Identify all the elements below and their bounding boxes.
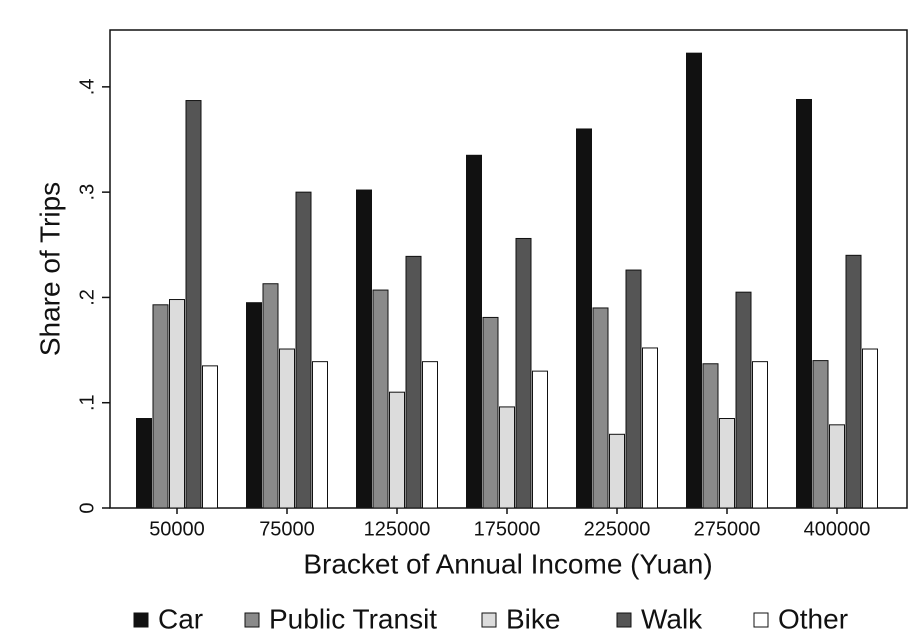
bar bbox=[796, 98, 812, 509]
bar bbox=[169, 299, 185, 509]
bar bbox=[372, 289, 389, 509]
y-tick-label: .4 bbox=[76, 79, 98, 96]
y-axis-title: Share of Trips bbox=[34, 182, 65, 356]
bar bbox=[422, 361, 438, 509]
bar bbox=[735, 291, 752, 509]
legend-swatch bbox=[244, 612, 260, 628]
x-tick-label: 275000 bbox=[694, 518, 761, 540]
x-tick-label: 175000 bbox=[474, 518, 541, 540]
bar bbox=[702, 363, 719, 509]
bar bbox=[136, 418, 152, 509]
bar bbox=[642, 347, 658, 509]
legend-label: Walk bbox=[641, 603, 703, 634]
bar bbox=[686, 52, 702, 509]
bar bbox=[812, 360, 829, 509]
x-axis-title: Bracket of Annual Income (Yuan) bbox=[303, 548, 712, 579]
x-tick-label: 225000 bbox=[584, 518, 651, 540]
bar bbox=[246, 302, 262, 509]
legend-swatch bbox=[753, 612, 769, 628]
x-tick-label: 400000 bbox=[804, 518, 871, 540]
bar bbox=[625, 269, 642, 509]
y-tick-label: .3 bbox=[76, 184, 98, 201]
legend-swatch bbox=[481, 612, 497, 628]
bar bbox=[532, 370, 548, 509]
bar bbox=[185, 100, 202, 509]
bar bbox=[262, 283, 279, 509]
bar bbox=[466, 154, 482, 509]
bar bbox=[295, 191, 312, 509]
bar bbox=[862, 348, 878, 509]
x-tick-label: 75000 bbox=[259, 518, 315, 540]
legend-label: Bike bbox=[506, 603, 560, 634]
bar bbox=[482, 316, 499, 509]
legend-label: Public Transit bbox=[269, 603, 437, 634]
bar bbox=[499, 406, 515, 509]
bar bbox=[152, 304, 169, 509]
bar bbox=[576, 128, 592, 509]
bar bbox=[845, 254, 862, 509]
y-tick-label: .2 bbox=[76, 289, 98, 306]
bar bbox=[719, 418, 735, 509]
legend-label: Car bbox=[158, 603, 203, 634]
y-tick-label: .1 bbox=[76, 394, 98, 411]
bar bbox=[515, 237, 532, 509]
bar bbox=[592, 307, 609, 509]
x-tick-label: 125000 bbox=[364, 518, 431, 540]
legend-swatch bbox=[616, 612, 632, 628]
x-tick-label: 50000 bbox=[149, 518, 205, 540]
bar bbox=[405, 255, 422, 509]
bar bbox=[356, 189, 372, 509]
bar bbox=[829, 424, 845, 509]
bar bbox=[752, 361, 768, 509]
bar bbox=[279, 348, 295, 509]
bar bbox=[389, 391, 405, 509]
bar bbox=[609, 433, 625, 509]
legend-label: Other bbox=[778, 603, 848, 634]
legend-swatch bbox=[133, 612, 149, 628]
bar bbox=[202, 365, 218, 509]
bar bbox=[312, 361, 328, 509]
y-tick-label: 0 bbox=[76, 502, 98, 513]
